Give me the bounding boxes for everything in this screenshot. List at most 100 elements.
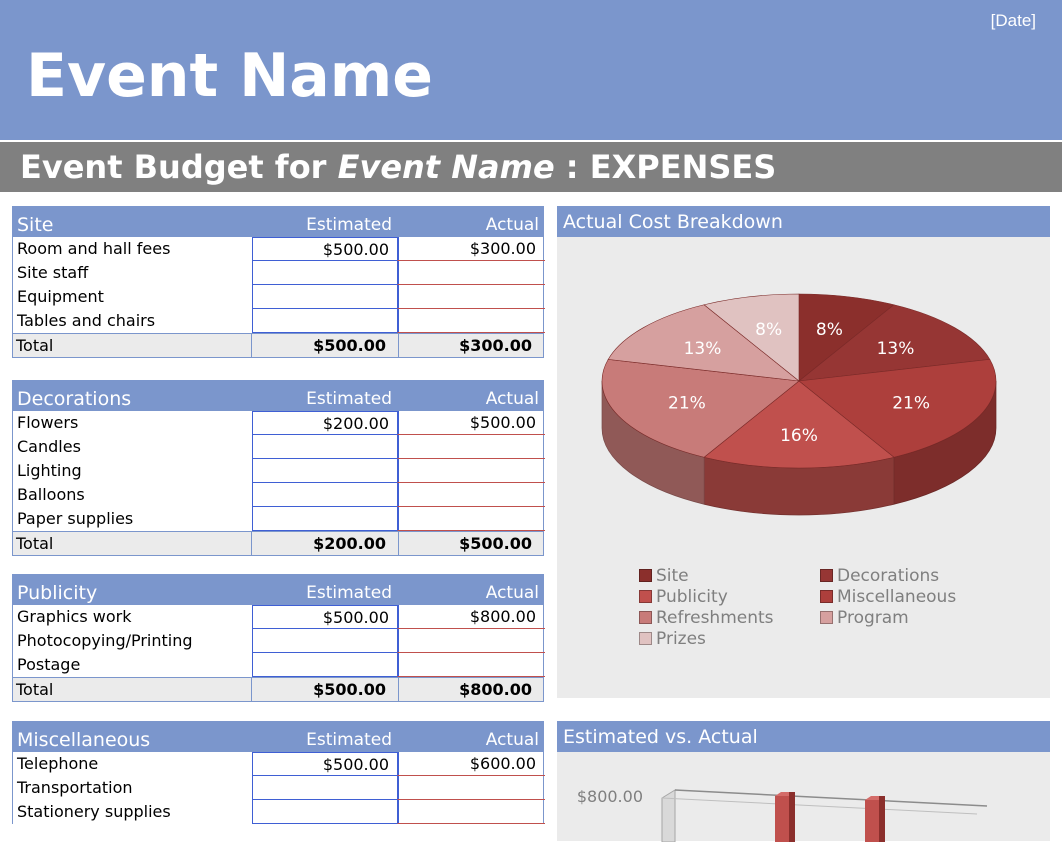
total-estimated-cell[interactable]: $200.00 [251,532,399,555]
bar-chart[interactable]: $800.00 [557,752,1050,842]
legend-swatch [820,611,833,624]
actual-value [398,800,545,802]
actual-value [398,653,545,655]
date-field[interactable]: [Date] [990,11,1036,30]
bar-actual[interactable] [865,800,879,842]
pie-data-label: 21% [668,393,706,413]
estimated-cell[interactable]: $500.00 [252,237,399,261]
actual-cell[interactable]: $500.00 [397,411,545,435]
estimated-cell[interactable] [252,483,399,507]
total-actual-cell[interactable]: $300.00 [398,334,544,357]
pie-slice-decorations[interactable] [798,304,991,382]
actual-cell[interactable] [397,309,545,333]
pie-slice-refreshments[interactable] [601,359,800,458]
row-label[interactable]: Postage [17,655,81,674]
total-actual-cell[interactable]: $500.00 [398,532,544,555]
row-label[interactable]: Transportation [17,778,133,797]
legend-item-program[interactable]: Program [820,608,909,628]
legend-item-site[interactable]: Site [639,566,689,586]
estimated-cell[interactable] [252,459,399,483]
actual-cell[interactable]: $300.00 [397,237,545,261]
actual-cell[interactable] [397,507,545,531]
legend-label: Site [656,566,689,586]
estimated-cell[interactable] [252,776,399,800]
estimated-value: $200.00 [322,414,389,433]
row-label[interactable]: Photocopying/Printing [17,631,193,650]
actual-value [398,507,545,509]
table-row: Graphics work $500.00 $800.00 [13,605,545,629]
table-category-name[interactable]: Decorations [17,388,132,410]
actual-cell[interactable] [397,459,545,483]
table-category-name[interactable]: Site [17,214,54,236]
row-label[interactable]: Tables and chairs [17,311,156,330]
bar-actual[interactable] [775,796,789,842]
total-row: Total $200.00 $500.00 [12,531,544,556]
estimated-cell[interactable] [252,800,399,824]
legend-item-prizes[interactable]: Prizes [639,629,706,649]
estimated-cell[interactable] [252,507,399,531]
actual-cell[interactable] [397,800,545,824]
estimated-value [253,800,398,802]
pie-slice-program[interactable] [607,304,800,382]
estimated-cell[interactable] [252,285,399,309]
pie-chart[interactable]: 8% 13% 21% 16% 21% 13% 8% [557,237,1050,698]
table-row: Balloons [13,483,545,507]
subtitle-prefix: Event Budget for [20,148,338,186]
legend-item-publicity[interactable]: Publicity [639,587,728,607]
total-actual-cell[interactable]: $800.00 [398,678,544,701]
actual-cell[interactable] [397,285,545,309]
estimated-cell[interactable] [252,629,399,653]
y-tick-label: $800.00 [577,787,643,806]
event-title[interactable]: Event Name [26,41,433,111]
row-label[interactable]: Site staff [17,263,89,282]
row-label[interactable]: Room and hall fees [17,239,171,258]
row-label[interactable]: Stationery supplies [17,802,171,821]
estimated-cell[interactable] [252,261,399,285]
estimated-cell[interactable]: $500.00 [252,605,399,629]
table-row: Lighting [13,459,545,483]
total-estimated-cell[interactable]: $500.00 [251,678,399,701]
table-category-name[interactable]: Miscellaneous [17,729,151,751]
row-label[interactable]: Telephone [17,754,99,773]
row-label[interactable]: Graphics work [17,607,132,626]
actual-column-header: Actual [485,583,539,603]
actual-cell[interactable] [397,653,545,677]
pie-data-label: 13% [877,339,915,359]
estimated-cell[interactable]: $200.00 [252,411,399,435]
pie-slice-miscellaneous[interactable] [798,359,997,458]
row-label[interactable]: Equipment [17,287,104,306]
estimated-cell[interactable] [252,435,399,459]
row-label[interactable]: Candles [17,437,81,456]
actual-cell[interactable]: $600.00 [397,752,545,776]
estimated-cell[interactable] [252,309,399,333]
actual-column-header: Actual [485,389,539,409]
pie-data-label: 13% [684,339,722,359]
actual-cell[interactable] [397,261,545,285]
actual-cell[interactable] [397,776,545,800]
pie-slice-prizes[interactable] [703,293,800,382]
actual-cell[interactable] [397,483,545,507]
actual-cell[interactable] [397,629,545,653]
legend-item-refreshments[interactable]: Refreshments [639,608,774,628]
actual-cell[interactable]: $800.00 [397,605,545,629]
legend-item-miscellaneous[interactable]: Miscellaneous [820,587,956,607]
row-label[interactable]: Paper supplies [17,509,134,528]
pie-slice-publicity[interactable] [703,380,895,469]
estimated-value [253,285,398,287]
row-label[interactable]: Balloons [17,485,85,504]
bar-side [879,796,885,842]
table-category-name[interactable]: Publicity [17,582,98,604]
estimated-cell[interactable] [252,653,399,677]
row-label[interactable]: Flowers [17,413,79,432]
actual-value [398,435,545,437]
estimated-cell[interactable]: $500.00 [252,752,399,776]
pie-slice-site[interactable] [798,293,895,382]
row-label[interactable]: Lighting [17,461,82,480]
actual-cell[interactable] [397,435,545,459]
total-estimated-value: $200.00 [313,534,386,553]
subtitle-event-name[interactable]: Event Name [337,148,555,186]
legend-item-decorations[interactable]: Decorations [820,566,939,586]
pie-side-walls [601,380,997,516]
total-estimated-cell[interactable]: $500.00 [251,334,399,357]
table-row: Flowers $200.00 $500.00 [13,411,545,435]
